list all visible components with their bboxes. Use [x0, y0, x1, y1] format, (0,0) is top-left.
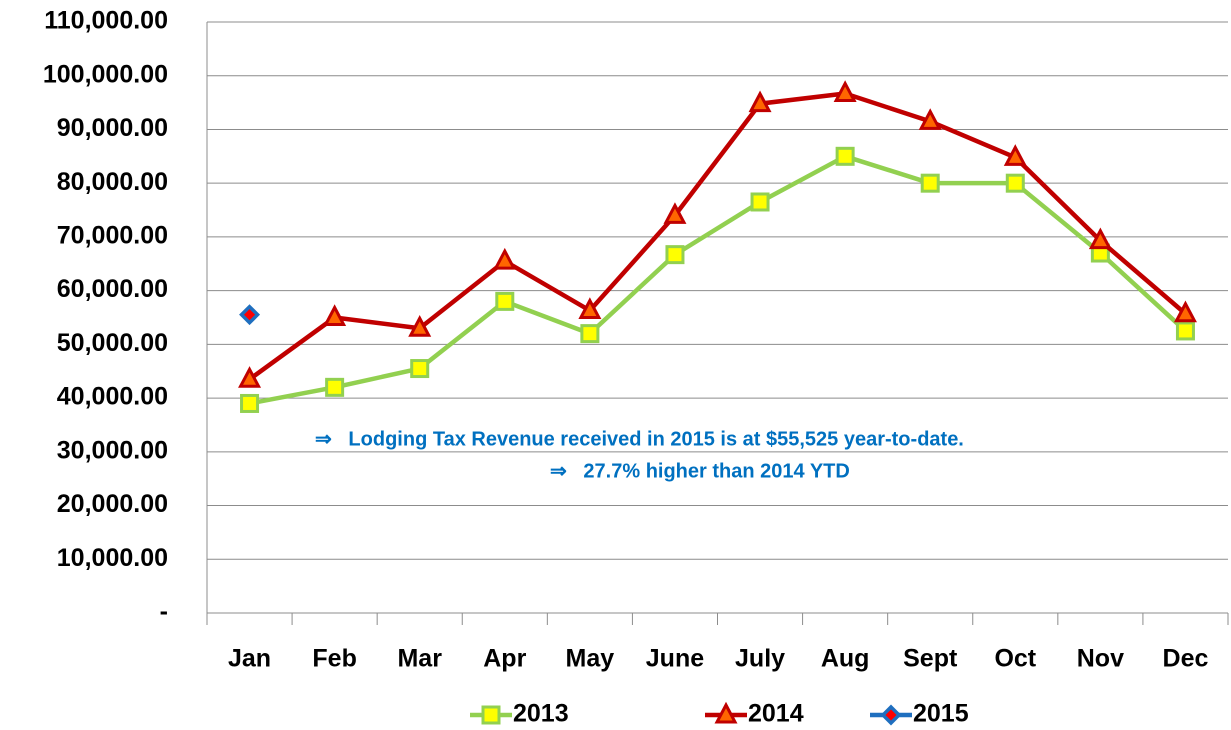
annotation: ⇒ Lodging Tax Revenue received in 2015 i…	[315, 428, 964, 450]
y-tick-label: 20,000.00	[57, 490, 168, 518]
x-tick-label: Mar	[397, 645, 442, 673]
legend-marker	[880, 704, 902, 726]
legend-marker	[481, 705, 501, 725]
point	[410, 359, 430, 379]
y-tick-label: -	[160, 598, 168, 626]
series-line	[249, 154, 1187, 406]
x-tick-label: Nov	[1077, 645, 1124, 673]
legend-label: 2015	[913, 700, 969, 728]
y-tick-label: 50,000.00	[57, 329, 168, 357]
point	[578, 297, 602, 320]
point	[663, 202, 687, 224]
point	[580, 324, 600, 344]
grid	[206, 21, 1229, 625]
legend-label: 2013	[513, 700, 569, 728]
point	[240, 393, 260, 413]
y-tick-label: 70,000.00	[57, 222, 168, 250]
point	[1005, 173, 1025, 193]
point	[918, 108, 942, 130]
annotation: ⇒ 27.7% higher than 2014 YTD	[550, 460, 850, 482]
point	[238, 366, 262, 388]
point	[1003, 144, 1027, 166]
point	[750, 192, 770, 212]
x-tick-label: July	[735, 645, 785, 673]
y-tick-label: 90,000.00	[57, 114, 168, 142]
point	[835, 146, 855, 166]
point	[323, 304, 347, 326]
x-tick-label: Oct	[994, 645, 1036, 673]
point	[1175, 321, 1195, 341]
x-tick-label: Apr	[483, 645, 526, 673]
series-line	[248, 91, 1187, 382]
point	[493, 247, 517, 270]
x-tick-label: May	[566, 645, 615, 673]
point	[1173, 300, 1197, 323]
point	[665, 245, 685, 265]
point	[495, 291, 515, 311]
x-tick-label: Feb	[312, 645, 356, 673]
y-tick-label: 60,000.00	[57, 275, 168, 303]
y-tick-label: 80,000.00	[57, 168, 168, 196]
y-tick-label: 110,000.00	[44, 7, 168, 35]
point	[1088, 227, 1112, 250]
point	[325, 377, 345, 397]
y-tick-label: 100,000.00	[43, 60, 168, 88]
point	[239, 304, 261, 326]
x-tick-label: June	[646, 645, 704, 673]
x-tick-label: Dec	[1163, 645, 1209, 673]
y-tick-label: 40,000.00	[57, 383, 168, 411]
x-tick-label: Aug	[821, 645, 870, 673]
x-tick-label: Jan	[228, 645, 271, 673]
legend-marker	[714, 701, 738, 724]
y-tick-label: 10,000.00	[57, 544, 168, 572]
legend-label: 2014	[748, 700, 804, 728]
point	[920, 173, 940, 193]
y-tick-label: 30,000.00	[57, 436, 168, 464]
point	[748, 90, 772, 113]
x-tick-label: Sept	[903, 645, 958, 673]
point	[833, 80, 857, 102]
point	[408, 315, 432, 337]
